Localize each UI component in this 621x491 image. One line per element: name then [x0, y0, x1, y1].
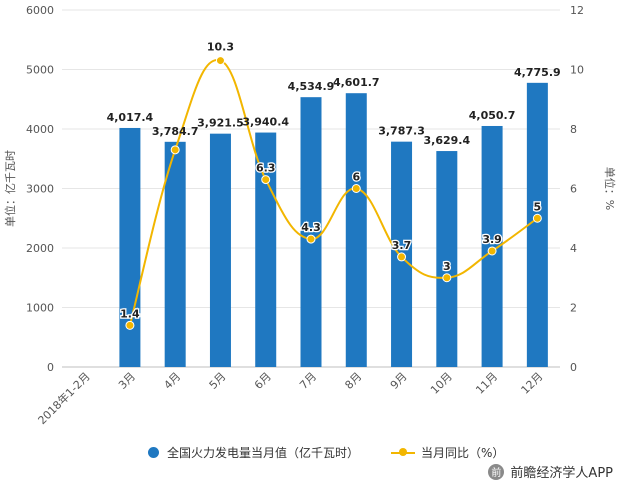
y-tick-label: 3000 [26, 183, 54, 196]
line-data-label: 3 [443, 260, 451, 273]
y-tick-label: 2000 [26, 242, 54, 255]
bar [526, 82, 548, 367]
y-tick-label: 0 [47, 361, 54, 374]
x-tick-label: 5月 [207, 370, 229, 392]
y2-tick-label: 4 [570, 242, 577, 255]
y2-tick-label: 2 [570, 302, 577, 315]
legend-bar-swatch [148, 446, 159, 458]
bar [345, 93, 367, 367]
line-point [487, 246, 497, 256]
x-tick-label: 11月 [473, 370, 500, 397]
line-data-label: 3.9 [482, 233, 502, 246]
line-point [170, 145, 180, 155]
bar-data-label: 3,921.5 [197, 117, 244, 130]
line-data-label: 10.3 [207, 41, 234, 54]
bar-data-label: 4,017.4 [107, 111, 154, 124]
bar-data-label: 3,940.4 [242, 116, 289, 129]
x-tick-label: 3月 [116, 370, 138, 392]
line-data-label: 1.4 [120, 307, 140, 320]
series-line [128, 59, 538, 326]
x-tick-label: 10月 [428, 370, 455, 397]
bar-data-label: 4,050.7 [469, 109, 516, 122]
y-tick-label: 6000 [26, 4, 54, 17]
line-point [397, 252, 407, 262]
legend-bar-label: 全国火力发电量当月值（亿千瓦时） [167, 445, 360, 460]
y-tick-label: 1000 [26, 302, 54, 315]
x-tick-label: 6月 [252, 370, 274, 392]
x-tick-label: 8月 [342, 370, 364, 392]
bar-data-label: 4,601.7 [333, 76, 380, 89]
line-data-label: 5 [534, 200, 542, 213]
line-point [261, 175, 271, 185]
x-tick-label: 9月 [388, 370, 410, 392]
y2-tick-label: 10 [570, 64, 584, 77]
legend-line-swatch [391, 447, 416, 458]
bar [164, 141, 186, 367]
line-point [442, 273, 452, 283]
y-axis-title: 单位：亿千瓦时 [3, 150, 17, 227]
brand-text: 前瞻经济学人APP [510, 466, 613, 481]
x-tick-label: 4月 [161, 370, 183, 392]
bar [209, 133, 231, 367]
line-point [125, 320, 135, 330]
bar-data-label: 3,784.7 [152, 125, 199, 138]
qianzhan-logo-icon: 前 [488, 463, 505, 480]
y2-tick-label: 8 [570, 123, 577, 136]
y2-axis-title: 单位：% [603, 167, 617, 210]
line-data-label: 4.3 [301, 221, 321, 234]
x-tick-label: 2018年1-2月 [35, 369, 93, 427]
bar [300, 97, 322, 367]
line-point [215, 56, 225, 66]
bar [436, 151, 458, 367]
legend: 全国火力发电量当月值（亿千瓦时） 当月同比（%） [148, 440, 536, 464]
y-tick-label: 4000 [26, 123, 54, 136]
y-tick-label: 5000 [26, 64, 54, 77]
line-data-label: 3.7 [392, 239, 412, 252]
line-point [306, 234, 316, 244]
bar-data-label: 4,775.9 [514, 66, 561, 79]
x-tick-label: 7月 [297, 370, 319, 392]
line-data-label: 6.3 [256, 162, 276, 175]
line-point [351, 184, 361, 193]
bar [119, 127, 141, 368]
line-point [532, 213, 542, 223]
source-brand: 前 前瞻经济学人APP [488, 462, 613, 481]
bar-data-label: 3,629.4 [423, 134, 470, 147]
y2-tick-label: 6 [570, 183, 577, 196]
y2-tick-label: 0 [570, 361, 577, 374]
legend-item-bar: 全国火力发电量当月值（亿千瓦时） [148, 444, 359, 461]
bar-data-label: 3,787.3 [378, 125, 425, 138]
x-tick-label: 12月 [519, 370, 546, 397]
legend-item-line: 当月同比（%） [391, 444, 504, 461]
y2-tick-label: 12 [570, 4, 584, 17]
line-data-label: 6 [352, 171, 360, 184]
legend-line-label: 当月同比（%） [421, 445, 505, 460]
bar-data-label: 4,534.9 [288, 80, 335, 93]
